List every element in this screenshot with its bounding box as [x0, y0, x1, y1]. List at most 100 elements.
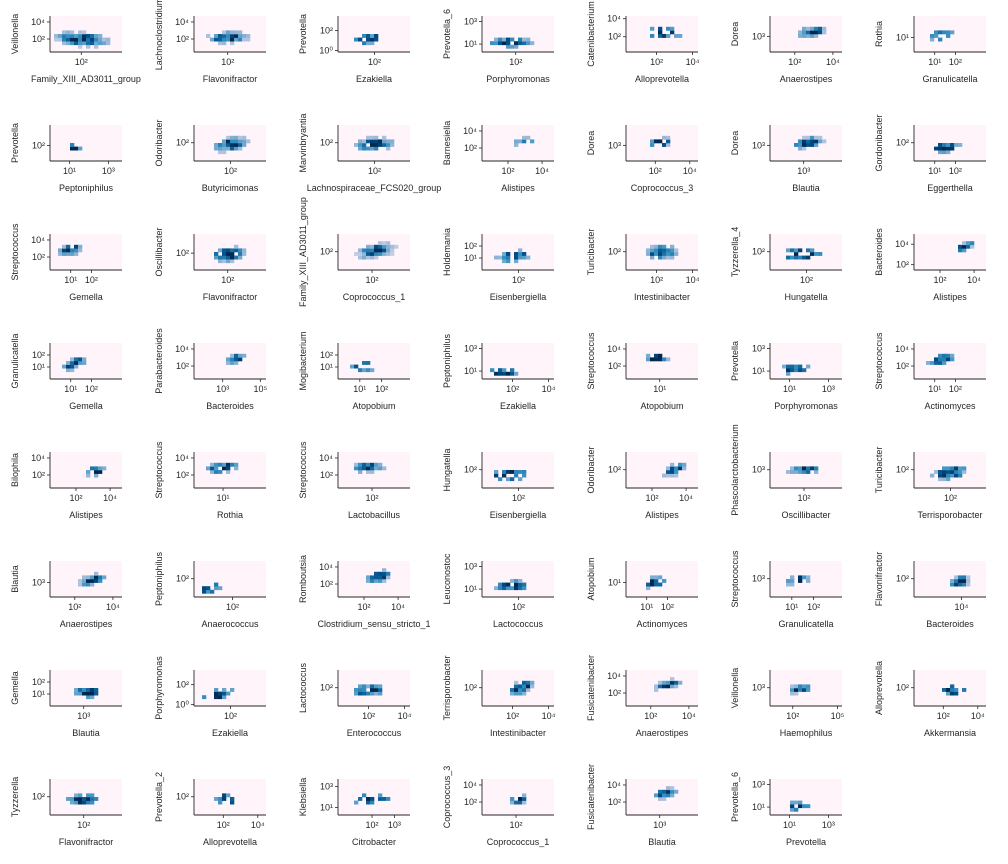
density-bin — [90, 466, 95, 471]
density-bin — [362, 368, 367, 373]
plot-area — [626, 452, 698, 488]
density-bin — [962, 466, 967, 471]
x-axis-label: Blautia — [648, 837, 676, 847]
y-tick-label: 10⁴ — [175, 344, 189, 354]
density-bin — [942, 143, 947, 147]
y-tick-label: 10¹ — [464, 584, 477, 594]
density-bin — [678, 680, 683, 685]
y-axis-label: Leuconostoc — [442, 553, 452, 605]
density-bin — [650, 34, 655, 38]
density-bin — [522, 473, 527, 478]
x-tick-label: 10² — [357, 602, 370, 612]
x-tick-label: 10² — [85, 275, 98, 285]
density-bin — [666, 34, 671, 38]
density-bin — [78, 357, 83, 362]
density-bin — [518, 139, 523, 144]
density-bin — [230, 146, 235, 151]
density-bin — [658, 353, 663, 358]
density-bin — [510, 477, 515, 482]
density-bin — [798, 34, 803, 38]
density-bin — [366, 146, 371, 151]
subplot: 10² 10⁵ 10³ Haemophilus Veillonella — [730, 668, 845, 738]
density-bin — [378, 248, 383, 253]
subplot: 10² 10⁴ 10¹ 10³ Ezakiella Peptoniphilus — [442, 333, 556, 411]
density-bin — [366, 34, 371, 38]
density-bins — [950, 575, 971, 587]
density-bin — [498, 368, 503, 373]
density-bin — [966, 575, 971, 580]
density-bin — [518, 688, 523, 692]
density-bin — [86, 37, 91, 42]
density-bin — [526, 684, 531, 689]
density-bin — [666, 789, 671, 794]
density-bin — [818, 135, 823, 140]
subplot: 10¹ 10² 10² 10⁴ Gemella Streptococcus — [10, 223, 122, 302]
plot-area — [914, 234, 986, 270]
density-bin — [230, 353, 235, 358]
density-bin — [786, 255, 791, 260]
density-bin — [378, 793, 383, 798]
density-bin — [226, 259, 231, 264]
density-bin — [102, 37, 107, 42]
x-tick-label: 10⁴ — [686, 275, 700, 285]
density-bin — [370, 135, 375, 140]
x-tick-label: 10¹ — [928, 166, 941, 176]
x-axis-label: Rothia — [217, 510, 243, 520]
density-bin — [362, 462, 367, 467]
density-bin — [818, 26, 823, 31]
density-bin — [794, 807, 799, 812]
density-bin — [950, 582, 955, 587]
density-bin — [798, 688, 803, 692]
density-bin — [670, 789, 675, 794]
y-tick-label: 10² — [608, 361, 621, 371]
density-bin — [806, 255, 811, 260]
x-axis-label: Flavonifractor — [203, 292, 258, 302]
density-bin — [78, 244, 83, 249]
density-bin — [390, 252, 395, 256]
density-bin — [70, 364, 75, 369]
x-tick-label: 10² — [224, 711, 237, 721]
density-bin — [82, 797, 87, 801]
subplot: 10² 10² 10⁴ Family_XIII_AD3011_group Veillon… — [10, 14, 141, 84]
subplot: 10² 10² 10⁴ Lactobacillus Streptococcus — [298, 441, 410, 520]
y-axis-label: Catenibacterium — [586, 1, 596, 67]
y-axis-label: Streptococcus — [10, 223, 20, 281]
x-axis-label: Coprococcus_1 — [343, 292, 406, 302]
density-bin — [814, 135, 819, 140]
y-tick-label: 10³ — [752, 140, 765, 150]
density-bin — [654, 684, 659, 689]
y-tick-label: 10² — [176, 34, 189, 44]
density-bin — [942, 473, 947, 478]
density-bin — [70, 800, 75, 805]
density-bin — [362, 139, 367, 144]
density-bin — [222, 462, 227, 467]
density-bin — [366, 470, 371, 474]
density-bin — [654, 582, 659, 587]
density-bin — [370, 470, 375, 474]
density-bin — [210, 470, 215, 474]
density-bin — [530, 41, 535, 46]
density-bin — [670, 677, 675, 682]
density-bin — [238, 139, 243, 144]
density-bin — [950, 579, 955, 583]
subplot: 10² 10⁴ 10³ Anaerostipes Dorea — [730, 16, 842, 84]
x-tick-label: 10² — [650, 275, 663, 285]
density-bin — [658, 255, 663, 260]
density-bin — [234, 248, 239, 253]
density-bin — [366, 462, 371, 467]
density-bin — [74, 793, 79, 798]
density-bin — [378, 684, 383, 689]
density-bin — [354, 688, 359, 692]
y-axis-label: Alloprevotella — [874, 661, 884, 715]
density-bin — [954, 470, 959, 474]
density-bin — [938, 150, 943, 155]
density-bin — [214, 146, 219, 151]
density-bin — [386, 241, 391, 246]
density-bin — [66, 30, 71, 35]
density-bin — [658, 139, 663, 144]
x-tick-label: 10² — [375, 384, 388, 394]
density-bin — [946, 30, 951, 35]
density-bin — [662, 135, 667, 140]
x-axis-label: Gemella — [69, 292, 103, 302]
density-bin — [794, 684, 799, 689]
